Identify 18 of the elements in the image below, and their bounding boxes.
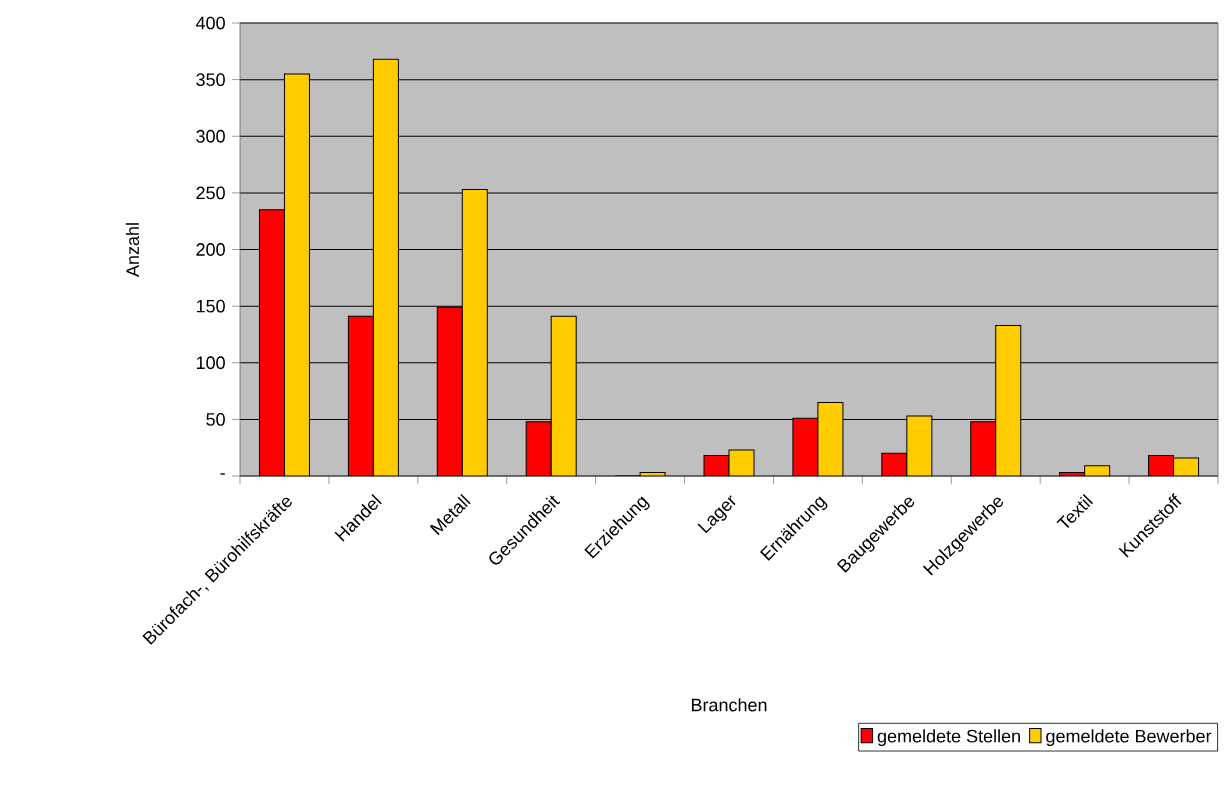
y-axis-title: Anzahl bbox=[125, 223, 140, 277]
bar bbox=[970, 421, 997, 476]
y-tick-label: 350 bbox=[196, 73, 225, 87]
bar bbox=[347, 315, 374, 476]
y-tick-label: - bbox=[220, 473, 225, 475]
y-tick-label: 250 bbox=[196, 186, 225, 200]
bar bbox=[525, 421, 552, 476]
y-tick-label: 100 bbox=[196, 356, 225, 370]
y-tick-label: 150 bbox=[196, 299, 225, 313]
bar bbox=[258, 209, 285, 476]
y-tick-label: 400 bbox=[195, 16, 225, 30]
bar bbox=[436, 306, 463, 476]
x-axis-title: Branchen bbox=[691, 698, 767, 712]
legend-label: gemeldete Bewerber bbox=[1046, 729, 1212, 747]
y-tick-label: 200 bbox=[196, 243, 225, 256]
y-tick-label: 300 bbox=[196, 129, 225, 143]
y-tick-label: 50 bbox=[206, 412, 225, 426]
legend-label: gemeldete Stellen bbox=[877, 729, 1020, 747]
